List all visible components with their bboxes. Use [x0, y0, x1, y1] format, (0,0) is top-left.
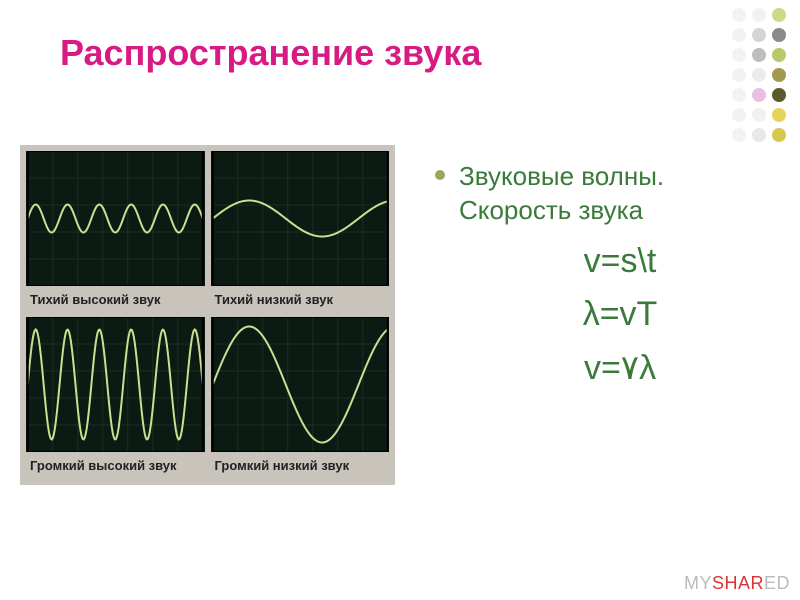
- watermark-pre: MY: [684, 573, 712, 593]
- dot: [772, 28, 786, 42]
- text-line-2: Скорость звука: [459, 194, 664, 228]
- dot: [752, 88, 766, 102]
- wave-screen: [26, 317, 205, 452]
- dot: [732, 128, 746, 142]
- bullet-icon: [435, 170, 445, 180]
- watermark-red: SHAR: [712, 573, 764, 593]
- formula-3: v=٧λ: [465, 348, 775, 388]
- watermark: MYSHARED: [684, 573, 790, 594]
- dot: [732, 88, 746, 102]
- wave-caption: Тихий высокий звук: [26, 290, 205, 313]
- wave-caption: Громкий высокий звук: [26, 456, 205, 479]
- wave-screen: [26, 151, 205, 286]
- dot: [732, 48, 746, 62]
- wave-screen: [211, 317, 390, 452]
- formulas-block: Звуковые волны. Скорость звука v=s\t λ=v…: [435, 160, 775, 388]
- text-line-1: Звуковые волны.: [459, 160, 664, 194]
- dot: [772, 48, 786, 62]
- wave-caption: Тихий низкий звук: [211, 290, 390, 313]
- dot: [772, 8, 786, 22]
- dot: [752, 8, 766, 22]
- dot: [752, 48, 766, 62]
- wave-caption: Громкий низкий звук: [211, 456, 390, 479]
- dot: [752, 108, 766, 122]
- dot: [772, 68, 786, 82]
- wave-screen: [211, 151, 390, 286]
- dot: [772, 88, 786, 102]
- dot: [752, 28, 766, 42]
- formula-2: λ=vT: [465, 295, 775, 334]
- dot: [732, 8, 746, 22]
- dot: [732, 28, 746, 42]
- dot: [772, 128, 786, 142]
- dot: [732, 68, 746, 82]
- dot: [752, 68, 766, 82]
- dot: [732, 108, 746, 122]
- wave-diagram-grid: Тихий высокий звук Тихий низкий звук Громк…: [20, 145, 395, 485]
- text-lines: Звуковые волны. Скорость звука: [459, 160, 664, 228]
- watermark-post: ED: [764, 573, 790, 593]
- dot: [752, 128, 766, 142]
- dot: [772, 108, 786, 122]
- page-title: Распространение звука: [60, 32, 481, 74]
- decorative-dots: [732, 8, 788, 144]
- formula-1: v=s\t: [465, 242, 775, 281]
